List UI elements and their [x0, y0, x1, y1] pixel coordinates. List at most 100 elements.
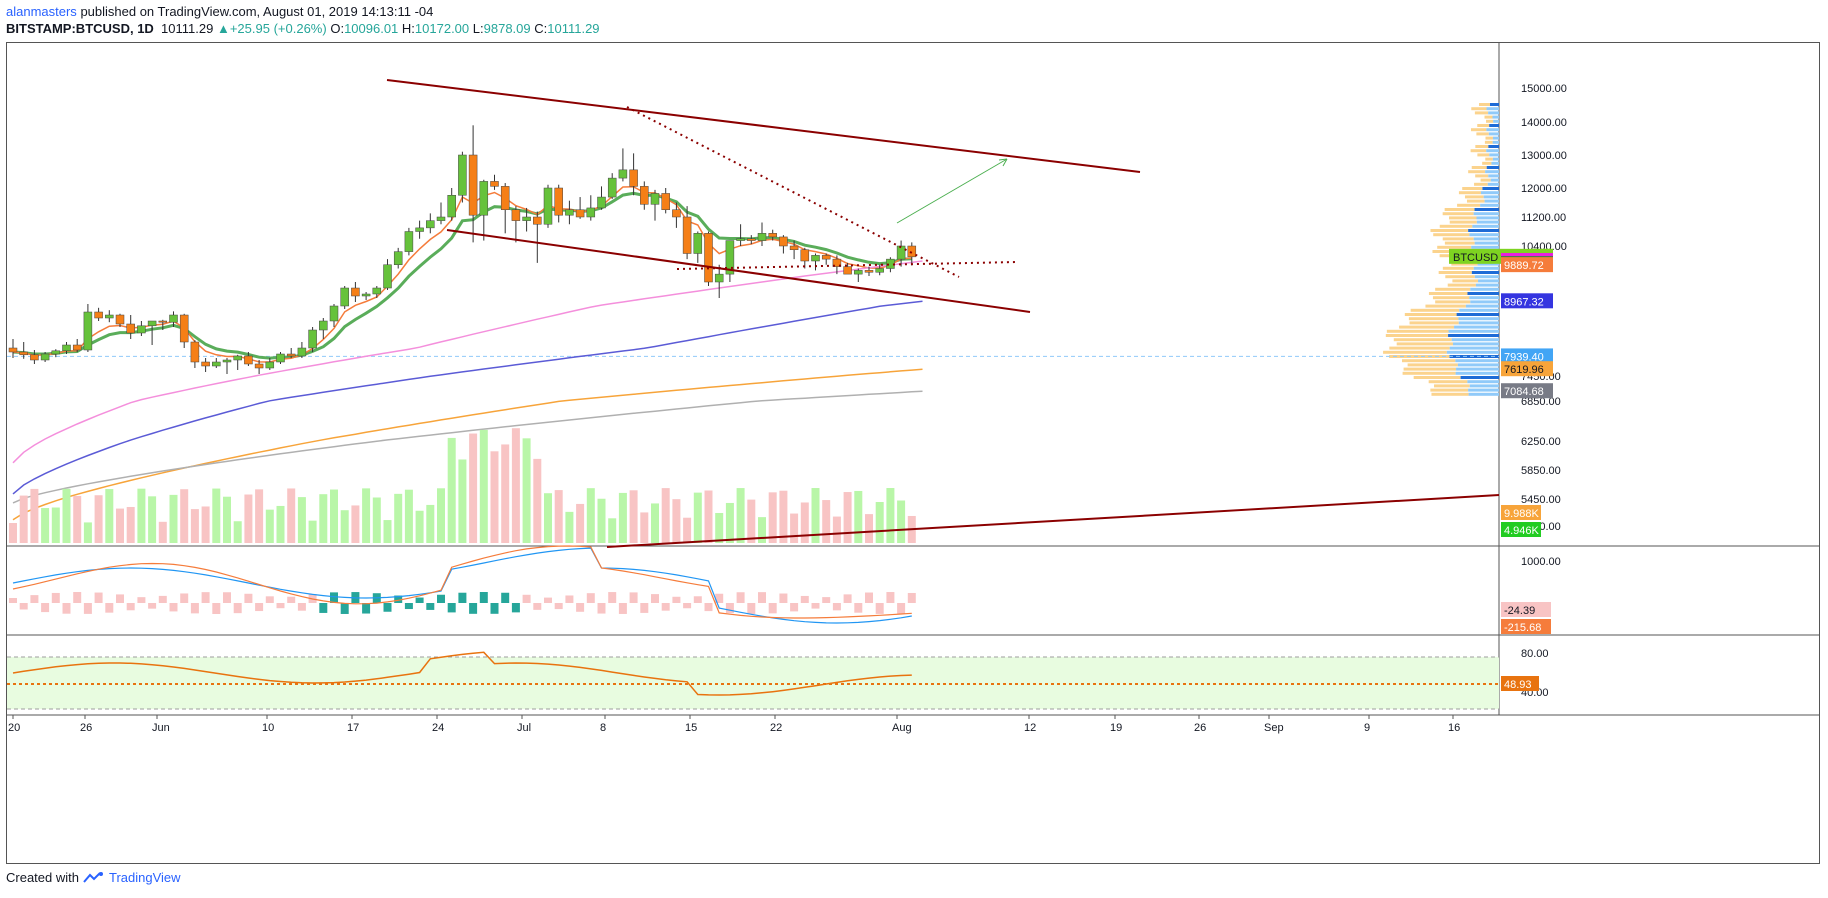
candle-body [821, 255, 831, 260]
macd-histogram-bar [447, 603, 456, 613]
volume-bar [886, 488, 895, 543]
volume-bar [608, 518, 617, 543]
volume-profile-bar [1488, 111, 1499, 115]
volume-bar [875, 502, 884, 543]
volume-profile-bar [1471, 107, 1487, 111]
volume-profile-bar [1465, 304, 1499, 308]
volume-profile-bar [1487, 182, 1499, 186]
volume-bar [190, 509, 199, 543]
author-link[interactable]: alanmasters [6, 4, 77, 19]
symbol-bar: BITSTAMP:BTCUSD, 1D 10111.29 ▲+25.95 (+0… [6, 21, 600, 36]
volume-bar [212, 488, 221, 543]
volume-profile-bar [1455, 359, 1499, 363]
volume-bar [447, 437, 456, 543]
candle-body [94, 311, 103, 319]
volume-profile-bar [1459, 308, 1499, 312]
volume-bar [51, 507, 60, 543]
volume-profile-bar [1449, 346, 1499, 350]
time-axis-tick: Jul [517, 722, 531, 734]
volume-bar [19, 495, 28, 543]
volume-bar [223, 496, 231, 543]
volume-profile-bar [1410, 308, 1460, 312]
candle-body [286, 353, 296, 357]
volume-profile-bar [1458, 191, 1481, 195]
price-label-box [1501, 257, 1553, 273]
volume-profile-bar [1413, 376, 1461, 379]
macd-histogram-bar [426, 603, 435, 610]
volume-bar [704, 490, 713, 543]
volume-bar [233, 521, 242, 543]
volume-bar [469, 433, 478, 543]
volume-profile-bar [1446, 350, 1499, 354]
macd-histogram-bar [415, 597, 424, 603]
volume-profile-bar [1477, 262, 1499, 266]
macd-histogram-bar [490, 603, 499, 614]
volume-bar [554, 490, 563, 543]
macd-line [12, 547, 912, 624]
chart-container[interactable]: 15000.00 14000.00 13000.00 12000.00 11200.00… [6, 42, 1820, 864]
volume-bar [544, 493, 552, 543]
volume-profile-bar [1492, 157, 1499, 161]
volume-profile-bar [1432, 296, 1470, 300]
macd-histogram-bar [404, 603, 413, 610]
price-label: 7619.96 [1504, 364, 1544, 376]
volume-bar [41, 508, 50, 543]
volume-profile-bar [1462, 187, 1483, 190]
price-label-box [1501, 293, 1553, 309]
volume-profile-bar [1449, 216, 1477, 220]
candle-body [361, 293, 371, 297]
candle-body [522, 216, 531, 221]
chart-canvas[interactable]: 15000.00 14000.00 13000.00 12000.00 11200.00… [7, 43, 1819, 863]
candle-body [672, 209, 681, 218]
macd-histogram-bar [768, 603, 777, 614]
candle-body [640, 186, 649, 205]
volume-profile-bar [1435, 300, 1471, 304]
volume-bar [73, 495, 82, 543]
price-label: 8967.32 [1504, 296, 1544, 308]
candle-body [254, 363, 264, 369]
volume-profile-bar [1466, 199, 1485, 203]
volume-bar [372, 497, 381, 543]
volume-profile-bar [1474, 241, 1499, 245]
symbol-price-tag: BTCUSD [1453, 252, 1498, 264]
candle-body [779, 236, 788, 247]
candle-body [308, 329, 317, 349]
volume-profile-bar [1475, 145, 1489, 148]
volume-profile-bar [1484, 199, 1499, 203]
macd-histogram-bar [30, 595, 39, 603]
volume-profile-bar [1409, 321, 1459, 325]
signal-line [12, 545, 912, 619]
candle-body [340, 287, 349, 307]
volume-profile-bar [1478, 103, 1490, 106]
candle-body [490, 181, 499, 187]
volume-profile-bar [1480, 178, 1491, 182]
volume-profile-bar [1401, 359, 1456, 363]
macd-histogram-bar [736, 592, 745, 603]
candle-body [597, 196, 606, 209]
time-axis-tick: 10 [262, 722, 274, 734]
volume-bar [137, 488, 146, 543]
candle-body [661, 193, 670, 210]
open-label: O: [330, 21, 345, 36]
tradingview-link[interactable]: TradingView [108, 870, 181, 885]
macd-label-box [1501, 619, 1551, 634]
volume-bar [672, 499, 681, 543]
candle-body [319, 320, 328, 331]
time-axis-tick: 26 [1194, 722, 1206, 734]
macd-histogram-bar [116, 594, 124, 603]
candle-body [811, 255, 820, 262]
volume-profile-bar [1492, 136, 1499, 140]
macd-histogram-bar [608, 592, 617, 603]
volume-bar [758, 517, 766, 543]
volume-bar [865, 514, 873, 543]
macd-histogram-bar [469, 603, 478, 614]
volume-bar [832, 516, 841, 543]
volume-profile-bar [1477, 153, 1490, 157]
volume-bar [822, 500, 831, 543]
volume-bar [297, 497, 306, 543]
volume-profile-bar [1456, 313, 1499, 316]
projection-arrow-line [896, 158, 1008, 224]
candle-body [458, 154, 467, 196]
volume-bar [565, 511, 574, 543]
volume-profile-bar [1431, 392, 1469, 396]
